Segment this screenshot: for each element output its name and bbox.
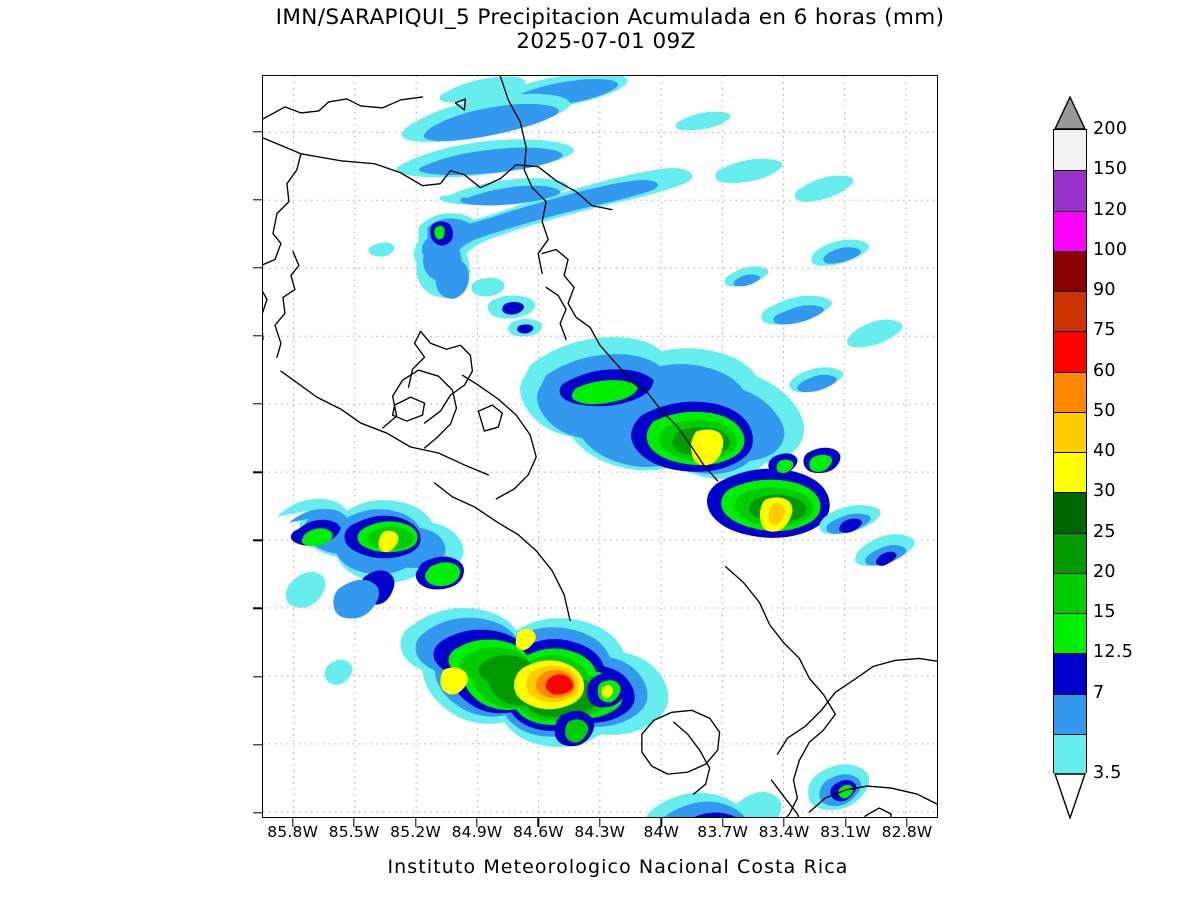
colorbar-under-arrow-icon bbox=[1054, 773, 1086, 819]
precip-northwest-line bbox=[368, 168, 693, 337]
x-axis-label-1: 85.5W bbox=[328, 823, 380, 841]
colorbar-label-60: 60 bbox=[1093, 360, 1116, 381]
y-tick-mark bbox=[253, 403, 262, 405]
colorbar-segment-3_5 bbox=[1054, 733, 1086, 774]
y-tick-mark bbox=[253, 743, 262, 746]
y-tick-mark bbox=[253, 335, 262, 337]
colorbar-label-20: 20 bbox=[1093, 561, 1116, 582]
colorbar-label-3_5: 3.5 bbox=[1093, 762, 1122, 783]
colorbar-segments bbox=[1053, 129, 1087, 774]
x-tick-mark bbox=[783, 818, 785, 827]
x-axis-label-4: 84.6W bbox=[512, 823, 564, 841]
y-tick-mark bbox=[253, 539, 262, 541]
x-tick-mark bbox=[414, 818, 417, 827]
x-axis-label-10: 82.8W bbox=[881, 823, 933, 841]
title-line-datetime: 2025-07-01 09Z bbox=[516, 29, 696, 55]
title-line-variable: IMN/SARAPIQUI_5 Precipitacion Acumulada … bbox=[275, 5, 945, 30]
colorbar-segment-20 bbox=[1054, 572, 1086, 613]
colorbar-label-15: 15 bbox=[1093, 602, 1116, 622]
x-axis-label-9: 83.1W bbox=[820, 823, 871, 841]
y-tick-mark bbox=[253, 267, 262, 269]
colorbar-label-90: 90 bbox=[1093, 280, 1116, 300]
x-axis-label-8: 83.4W bbox=[758, 823, 810, 841]
precip-south-border-cell bbox=[645, 764, 870, 817]
x-tick-mark bbox=[660, 818, 662, 827]
colorbar-segment-15 bbox=[1054, 613, 1086, 654]
colorbar-segment-25 bbox=[1054, 532, 1086, 573]
colorbar-label-120: 120 bbox=[1093, 199, 1128, 220]
y-tick-mark bbox=[253, 471, 262, 473]
x-axis-label-7: 83.7W bbox=[697, 823, 749, 841]
colorbar-label-7: 7 bbox=[1093, 682, 1105, 703]
y-tick-mark bbox=[253, 130, 262, 133]
colorbar-legend: 200 150 120 100 90 75 60 50 40 30 25 20 … bbox=[1053, 96, 1133, 819]
colorbar-segment-30 bbox=[1054, 492, 1086, 533]
colorbar-label-50: 50 bbox=[1093, 400, 1116, 421]
x-axis-label-6: 84W bbox=[643, 823, 680, 841]
chart-title: IMN/SARAPIQUI_5 Precipitacion Acumulada … bbox=[0, 5, 1200, 55]
x-tick-mark bbox=[476, 818, 478, 827]
x-tick-mark bbox=[906, 818, 908, 827]
colorbar-segment-12_5 bbox=[1054, 653, 1086, 694]
colorbar-label-100: 100 bbox=[1093, 239, 1128, 260]
colorbar-segment-90 bbox=[1054, 291, 1086, 332]
x-axis-label-3: 84.9W bbox=[451, 823, 503, 841]
colorbar-label-30: 30 bbox=[1093, 481, 1116, 502]
colorbar-label-150: 150 bbox=[1093, 159, 1128, 180]
colorbar-segment-40 bbox=[1054, 452, 1086, 493]
x-tick-mark bbox=[844, 818, 847, 827]
x-tick-mark bbox=[721, 818, 724, 827]
y-tick-mark bbox=[253, 675, 262, 678]
x-tick-mark bbox=[599, 818, 601, 827]
map-coastlines bbox=[263, 76, 937, 817]
colorbar-segment-120 bbox=[1054, 210, 1086, 251]
colorbar-label-12_5: 12.5 bbox=[1093, 642, 1134, 663]
x-tick-mark bbox=[291, 818, 294, 827]
colorbar-label-25: 25 bbox=[1093, 521, 1116, 542]
footer-attribution: Instituto Meteorologico Nacional Costa R… bbox=[387, 856, 849, 878]
colorbar-label-40: 40 bbox=[1093, 441, 1116, 461]
colorbar-over-arrow-icon bbox=[1053, 96, 1087, 130]
precip-central-cluster bbox=[276, 498, 669, 747]
colorbar-segment-60 bbox=[1054, 371, 1086, 412]
y-tick-mark bbox=[253, 812, 262, 814]
colorbar-label-200: 200 bbox=[1093, 119, 1128, 139]
precipitation-field bbox=[276, 76, 915, 817]
precip-northeast-streaks bbox=[396, 76, 903, 348]
map-plot-area bbox=[262, 75, 938, 818]
colorbar-segment-150 bbox=[1054, 170, 1086, 211]
colorbar-segment-75 bbox=[1054, 331, 1086, 372]
x-tick-mark bbox=[537, 818, 540, 827]
map-canvas bbox=[263, 76, 937, 817]
x-axis-label-5: 84.3W bbox=[574, 823, 626, 841]
colorbar-segment-7 bbox=[1054, 693, 1086, 734]
colorbar-segment-200 bbox=[1054, 130, 1086, 171]
colorbar-segment-100 bbox=[1054, 250, 1086, 291]
y-tick-mark bbox=[253, 607, 262, 610]
x-tick-mark bbox=[353, 818, 355, 827]
y-tick-mark bbox=[253, 198, 262, 201]
x-axis-label-0: 85.8W bbox=[267, 823, 319, 841]
precip-northern-band bbox=[520, 337, 915, 566]
colorbar-segment-50 bbox=[1054, 411, 1086, 452]
x-axis-label-2: 85.2W bbox=[390, 823, 442, 841]
colorbar-label-75: 75 bbox=[1093, 320, 1116, 341]
